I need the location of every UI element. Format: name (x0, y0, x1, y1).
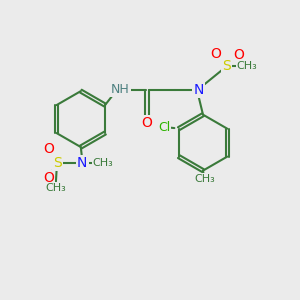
Text: S: S (53, 156, 62, 170)
Text: S: S (222, 59, 231, 73)
Text: N: N (194, 82, 204, 97)
Text: O: O (142, 116, 152, 130)
Text: O: O (210, 47, 221, 61)
Text: O: O (43, 142, 54, 155)
Text: Cl: Cl (158, 121, 170, 134)
Text: CH₃: CH₃ (237, 61, 257, 71)
Text: CH₃: CH₃ (45, 183, 66, 193)
Text: O: O (233, 48, 244, 62)
Text: CH₃: CH₃ (194, 174, 215, 184)
Text: N: N (77, 156, 88, 170)
Text: O: O (43, 171, 54, 185)
Text: CH₃: CH₃ (92, 158, 113, 168)
Text: NH: NH (111, 83, 130, 96)
